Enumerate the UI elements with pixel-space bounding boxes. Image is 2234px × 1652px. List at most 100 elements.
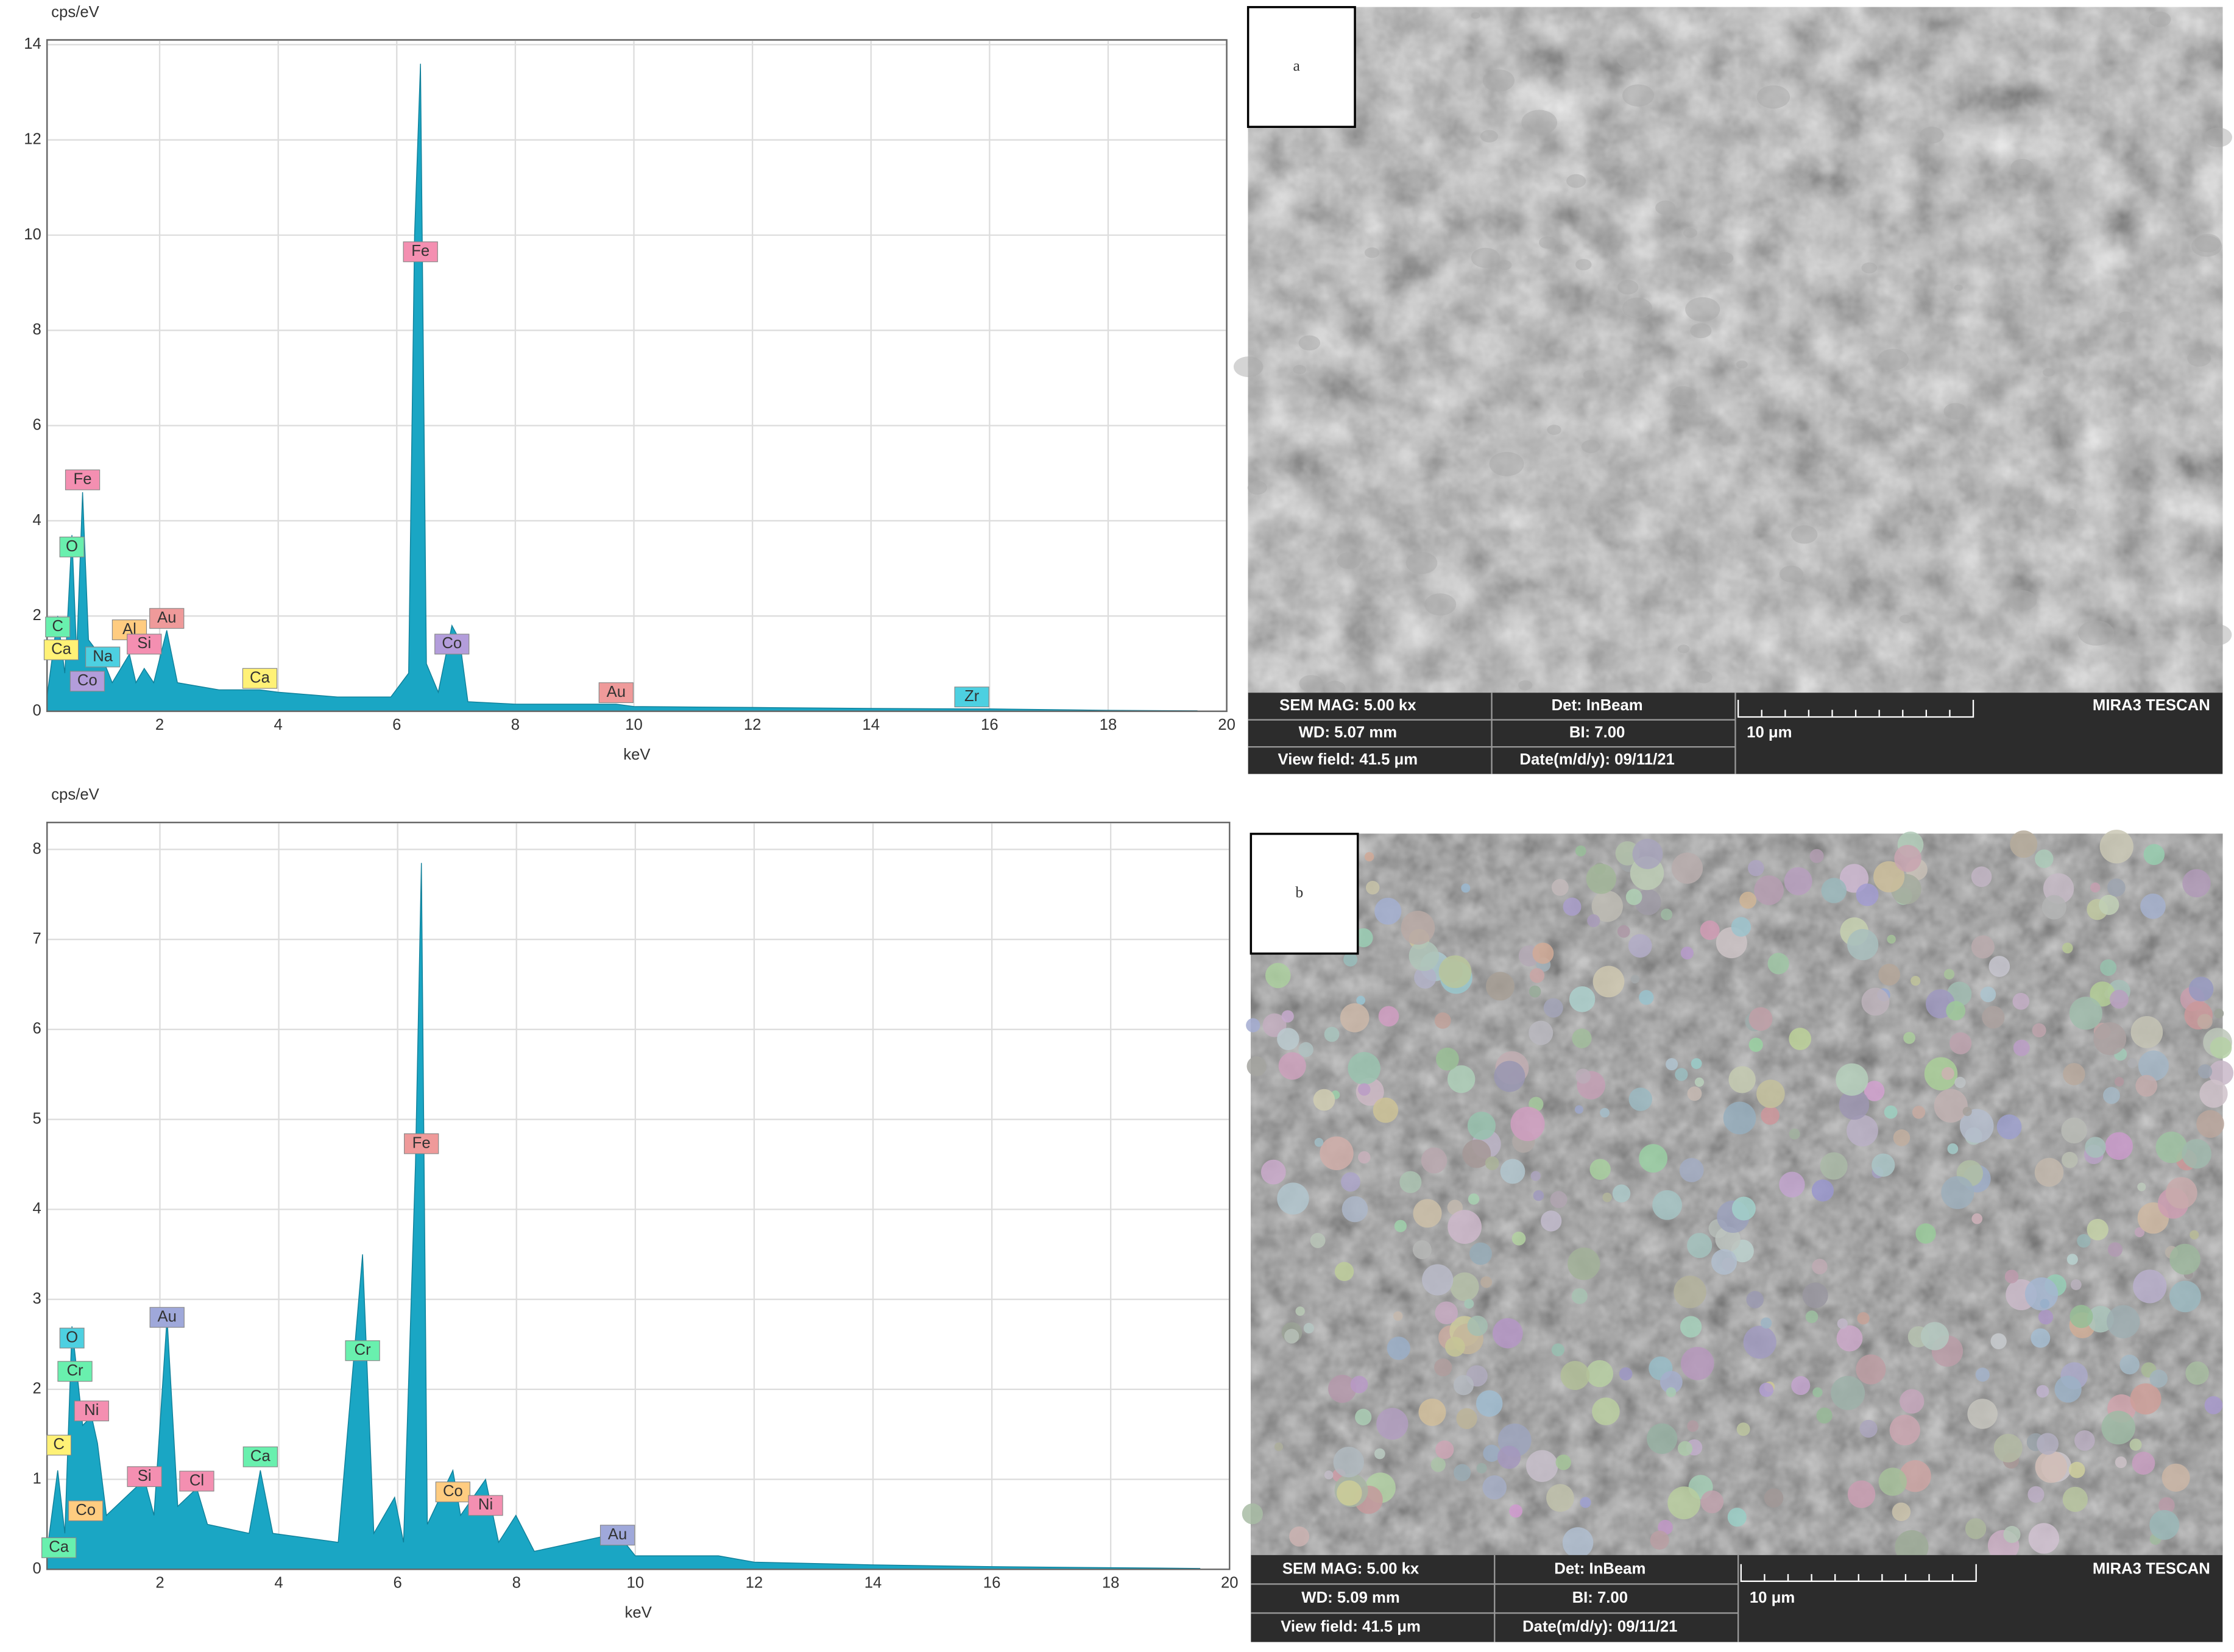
particle	[1358, 1151, 1371, 1164]
particle	[1761, 1106, 1780, 1125]
particle	[1748, 860, 1764, 877]
particle	[1619, 1367, 1633, 1381]
particle	[1434, 1358, 1452, 1377]
particle	[1802, 1282, 1828, 1308]
particle	[2107, 878, 2126, 897]
x-tick-label: 2	[155, 1574, 164, 1591]
y-tick-label: 8	[33, 321, 41, 338]
particle	[2070, 1279, 2082, 1290]
particle	[1669, 386, 1697, 406]
particle	[1630, 975, 1639, 984]
particle	[1569, 986, 1596, 1012]
particle	[1365, 880, 1380, 895]
particle	[1422, 1264, 1454, 1296]
particle	[2197, 1014, 2213, 1029]
particle	[2027, 1486, 2045, 1503]
peak-label-box	[46, 1435, 72, 1456]
particle	[1547, 425, 1561, 435]
particle	[1364, 247, 1380, 258]
x-tick-label: 16	[981, 716, 999, 733]
particle	[2169, 1243, 2200, 1275]
y-tick-label: 1	[33, 1470, 41, 1487]
particle	[1550, 1191, 1568, 1209]
peak-label: Cl	[189, 1472, 204, 1489]
particle	[2155, 1131, 2188, 1163]
particle	[1541, 1210, 1562, 1232]
particle	[2003, 1526, 2021, 1544]
particle	[1791, 1376, 1811, 1396]
particle	[1652, 1190, 1682, 1220]
peak-label: Cr	[355, 1341, 372, 1358]
particle	[1756, 85, 1790, 109]
info-text: Date(m/d/y): 09/11/21	[1522, 1618, 1677, 1636]
particle	[1628, 934, 1652, 958]
particle	[1529, 985, 1541, 998]
particle	[1924, 1057, 1958, 1091]
particle	[1592, 965, 1625, 998]
info-text: View field: 41.5 μm	[1278, 751, 1418, 768]
scale-bar	[1737, 699, 1974, 718]
particle	[1476, 1390, 1503, 1417]
particle	[1980, 986, 1996, 1003]
particle	[1500, 1159, 1525, 1184]
particle	[2138, 1050, 2169, 1081]
particle	[1893, 1129, 1911, 1146]
particle	[1700, 1490, 1724, 1514]
particle	[1759, 1382, 1774, 1397]
particle	[1628, 1087, 1653, 1111]
particle	[1430, 1457, 1446, 1472]
particle	[1343, 952, 1358, 967]
particle	[1667, 1486, 1701, 1520]
particle	[1856, 883, 1879, 906]
particle	[1281, 1010, 1294, 1023]
particle	[1878, 964, 1901, 986]
peak-label: Fe	[412, 1134, 431, 1151]
particle	[2062, 942, 2073, 954]
particle	[1681, 1347, 1714, 1380]
particle	[1265, 962, 1291, 989]
particle	[1675, 1068, 1688, 1081]
info-text: WD: 5.09 mm	[1301, 1589, 1399, 1606]
peak-label: Fe	[411, 242, 429, 259]
particle	[1872, 1153, 1895, 1177]
particle	[1988, 956, 2010, 977]
particle	[1563, 897, 1582, 916]
particle	[1723, 1101, 1756, 1135]
particle	[1680, 946, 1694, 960]
particle	[2066, 1254, 2078, 1265]
particle	[2106, 1305, 2140, 1339]
particle	[1666, 1058, 1678, 1071]
peak-label: Co	[442, 635, 462, 652]
y-tick-label: 10	[24, 226, 41, 243]
particle	[2182, 869, 2211, 898]
peak-label-box	[404, 1133, 439, 1154]
x-tick-label: 12	[746, 1574, 763, 1591]
particle	[2090, 981, 2115, 1007]
particle	[2149, 12, 2171, 27]
particle	[1617, 925, 1630, 938]
particle	[1374, 897, 1402, 925]
particle	[1409, 941, 1439, 972]
particle	[1483, 1444, 1501, 1462]
peak-label-box	[345, 1340, 380, 1361]
particle	[1779, 1171, 1805, 1198]
particle	[1993, 1433, 2023, 1463]
particle	[1412, 1240, 1432, 1260]
y-tick-label: 0	[33, 702, 41, 719]
particle	[1764, 1488, 1784, 1508]
particle	[1348, 1052, 1380, 1085]
particle	[1903, 1032, 1915, 1044]
info-text: WD: 5.07 mm	[1299, 724, 1397, 741]
particle	[1414, 966, 1437, 989]
particle	[1489, 451, 1524, 476]
x-tick-label: 6	[392, 716, 401, 733]
particle	[1482, 1475, 1507, 1500]
particle	[2090, 882, 2101, 893]
x-tick-label: 12	[744, 716, 762, 733]
particle	[2062, 1151, 2078, 1168]
particle	[2162, 1463, 2190, 1492]
particle	[2196, 1110, 2224, 1138]
particle	[1736, 360, 1748, 369]
particle	[2118, 311, 2133, 323]
